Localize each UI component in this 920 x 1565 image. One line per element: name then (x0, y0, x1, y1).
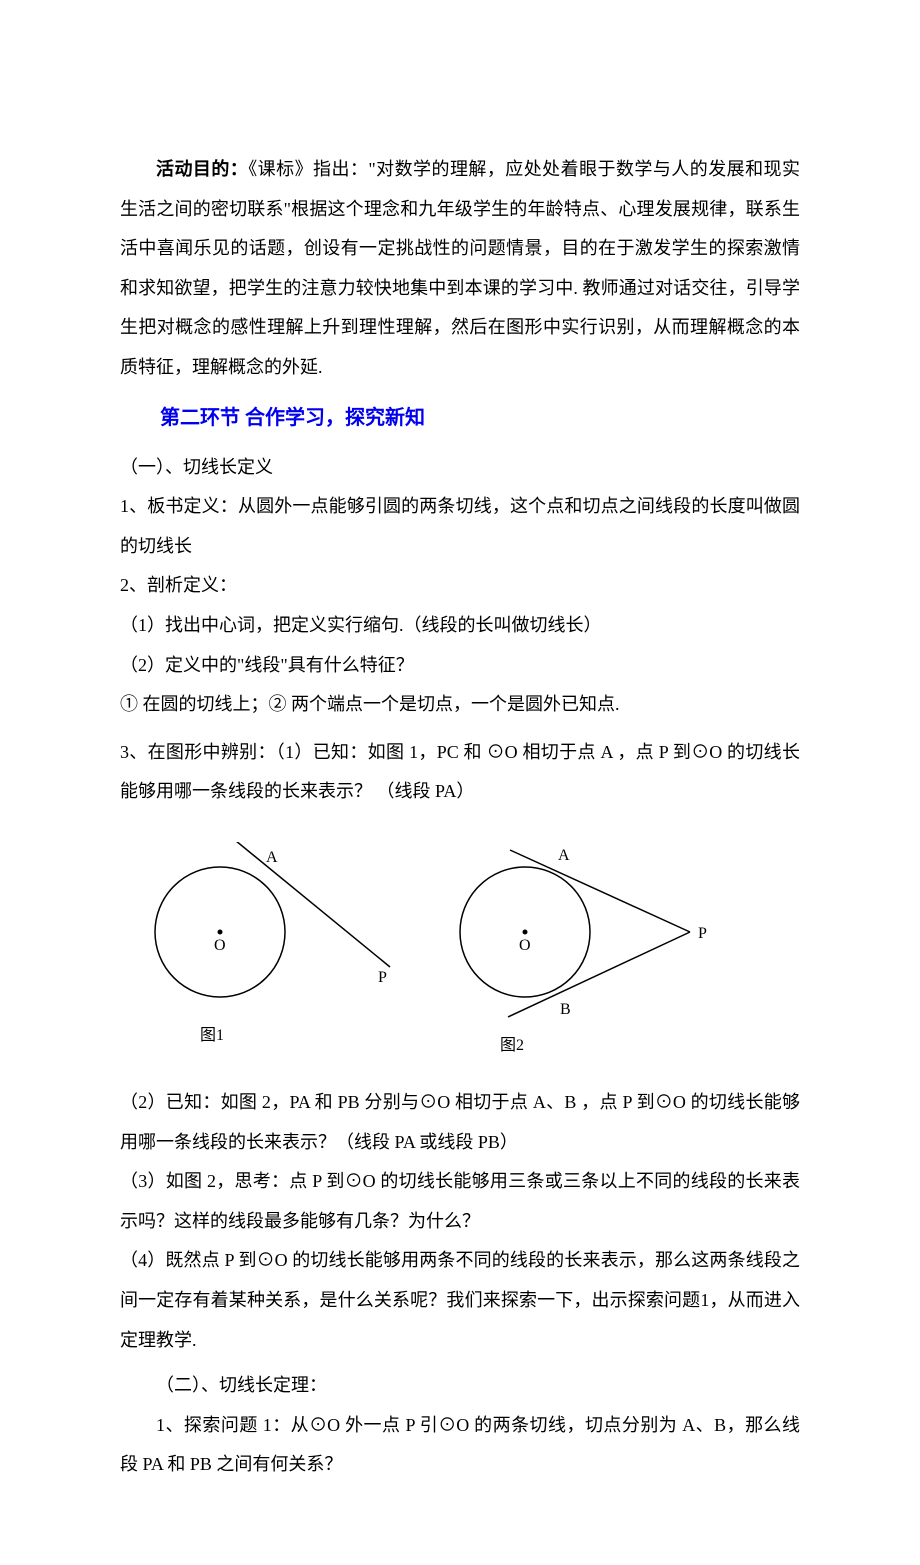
figure-1-svg: O A P (140, 842, 400, 1022)
fig1-label-a: A (266, 849, 278, 866)
activity-purpose-label: 活动目的： (156, 159, 248, 179)
question-2: （2）已知：如图 2，PA 和 PB 分别与⊙O 相切于点 A、B ，点 P 到… (120, 1083, 800, 1162)
activity-purpose-text: 《课标》指出："对数学的理解，应处处着眼于数学与人的发展和现实生活之间的密切联系… (120, 159, 800, 377)
sec1-def: 1、板书定义：从圆外一点能够引圆的两条切线，这个点和切点之间线段的长度叫做圆的切… (120, 487, 800, 566)
fig2-tangent-a (510, 850, 690, 932)
fig1-label-p: P (378, 969, 387, 986)
question-3: （3）如图 2，思考：点 P 到⊙O 的切线长能够用三条或三条以上不同的线段的长… (120, 1162, 800, 1241)
fig2-center-dot (523, 929, 528, 934)
fig2-label-b: B (560, 1001, 571, 1018)
question-4: （4）既然点 P 到⊙O 的切线长能够用两条不同的线段的长来表示，那么这两条线段… (120, 1241, 800, 1360)
fig2-tangent-b (508, 932, 690, 1017)
figure-2-caption: 图2 (500, 1028, 524, 1063)
sec1-analyze: 2、剖析定义： (120, 566, 800, 606)
fig2-label-o: O (519, 937, 531, 954)
sec1-identify: 3、在图形中辨别：（1）已知：如图 1，PC 和 ⊙O 相切于点 A ，点 P … (120, 733, 800, 812)
sec1-title: （一）、切线长定义 (120, 448, 800, 488)
activity-purpose-para: 活动目的：《课标》指出："对数学的理解，应处处着眼于数学与人的发展和现实生活之间… (120, 150, 800, 388)
figures-container: O A P 图1 O A B P 图2 (140, 842, 800, 1063)
figure-2-wrap: O A B P 图2 (440, 842, 730, 1063)
sec1-analyze-b: （2）定义中的"线段"具有什么特征？ (120, 646, 800, 686)
fig2-label-a: A (558, 847, 570, 864)
sec2-title: （二）、切线长定理： (120, 1366, 800, 1406)
figure-2-svg: O A B P (440, 842, 730, 1032)
section-heading-2: 第二环节 合作学习，探究新知 (120, 396, 800, 440)
fig1-tangent-line (230, 842, 390, 967)
sec2-explore: 1、探索问题 1：从⊙O 外一点 P 引⊙O 的两条切线，切点分别为 A、B，那… (120, 1406, 800, 1485)
fig1-center-dot (218, 929, 223, 934)
figure-1-caption: 图1 (200, 1018, 224, 1053)
sec1-analyze-c: ① 在圆的切线上；② 两个端点一个是切点，一个是圆外已知点. (120, 685, 800, 725)
sec1-analyze-a: （1）找出中心词，把定义实行缩句.（线段的长叫做切线长） (120, 606, 800, 646)
figure-1-wrap: O A P 图1 (140, 842, 400, 1053)
fig1-label-o: O (214, 937, 226, 954)
fig2-label-p: P (698, 925, 707, 942)
